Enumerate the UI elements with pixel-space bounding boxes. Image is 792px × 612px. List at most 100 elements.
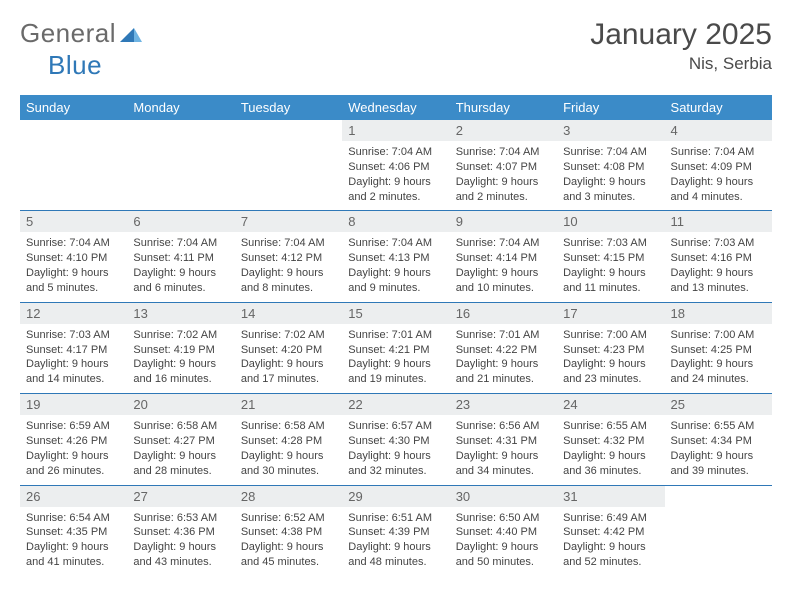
day-number: 13 xyxy=(127,303,234,324)
calendar-day: 9Sunrise: 7:04 AMSunset: 4:14 PMDaylight… xyxy=(450,211,557,302)
day-number: 26 xyxy=(20,486,127,507)
calendar-day: 17Sunrise: 7:00 AMSunset: 4:23 PMDayligh… xyxy=(557,302,664,393)
day-info: Sunrise: 6:58 AMSunset: 4:28 PMDaylight:… xyxy=(235,415,342,484)
calendar-day: 1Sunrise: 7:04 AMSunset: 4:06 PMDaylight… xyxy=(342,120,449,211)
brand-word2: Blue xyxy=(48,50,102,81)
day-number: 18 xyxy=(665,303,772,324)
calendar-day: 10Sunrise: 7:03 AMSunset: 4:15 PMDayligh… xyxy=(557,211,664,302)
day-info: Sunrise: 6:58 AMSunset: 4:27 PMDaylight:… xyxy=(127,415,234,484)
calendar-day: 3Sunrise: 7:04 AMSunset: 4:08 PMDaylight… xyxy=(557,120,664,211)
calendar-day: .. xyxy=(127,120,234,211)
calendar-day: 15Sunrise: 7:01 AMSunset: 4:21 PMDayligh… xyxy=(342,302,449,393)
day-number: 29 xyxy=(342,486,449,507)
day-info: Sunrise: 7:02 AMSunset: 4:20 PMDaylight:… xyxy=(235,324,342,393)
day-info: Sunrise: 6:49 AMSunset: 4:42 PMDaylight:… xyxy=(557,507,664,576)
day-info: Sunrise: 7:03 AMSunset: 4:16 PMDaylight:… xyxy=(665,232,772,301)
day-number: 1 xyxy=(342,120,449,141)
day-info: Sunrise: 6:50 AMSunset: 4:40 PMDaylight:… xyxy=(450,507,557,576)
calendar-day: 24Sunrise: 6:55 AMSunset: 4:32 PMDayligh… xyxy=(557,394,664,485)
day-info: Sunrise: 7:04 AMSunset: 4:06 PMDaylight:… xyxy=(342,141,449,210)
day-number: 9 xyxy=(450,211,557,232)
weekday-header: Saturday xyxy=(665,95,772,120)
day-info: Sunrise: 7:04 AMSunset: 4:10 PMDaylight:… xyxy=(20,232,127,301)
day-number: 17 xyxy=(557,303,664,324)
day-info: Sunrise: 6:59 AMSunset: 4:26 PMDaylight:… xyxy=(20,415,127,484)
day-number: 21 xyxy=(235,394,342,415)
calendar-head: SundayMondayTuesdayWednesdayThursdayFrid… xyxy=(20,95,772,120)
brand-logo: General xyxy=(20,18,142,49)
day-info: Sunrise: 7:04 AMSunset: 4:07 PMDaylight:… xyxy=(450,141,557,210)
brand-mark-icon xyxy=(120,18,142,49)
day-info: Sunrise: 6:56 AMSunset: 4:31 PMDaylight:… xyxy=(450,415,557,484)
day-info: Sunrise: 6:54 AMSunset: 4:35 PMDaylight:… xyxy=(20,507,127,576)
calendar-day: 14Sunrise: 7:02 AMSunset: 4:20 PMDayligh… xyxy=(235,302,342,393)
day-number: 20 xyxy=(127,394,234,415)
day-info: Sunrise: 7:00 AMSunset: 4:23 PMDaylight:… xyxy=(557,324,664,393)
day-number: 11 xyxy=(665,211,772,232)
calendar-day: 16Sunrise: 7:01 AMSunset: 4:22 PMDayligh… xyxy=(450,302,557,393)
calendar-day: 23Sunrise: 6:56 AMSunset: 4:31 PMDayligh… xyxy=(450,394,557,485)
day-info: Sunrise: 6:52 AMSunset: 4:38 PMDaylight:… xyxy=(235,507,342,576)
day-number: 3 xyxy=(557,120,664,141)
day-number: 12 xyxy=(20,303,127,324)
calendar-day: 2Sunrise: 7:04 AMSunset: 4:07 PMDaylight… xyxy=(450,120,557,211)
calendar-day: 31Sunrise: 6:49 AMSunset: 4:42 PMDayligh… xyxy=(557,485,664,576)
calendar-day: 5Sunrise: 7:04 AMSunset: 4:10 PMDaylight… xyxy=(20,211,127,302)
day-number: 30 xyxy=(450,486,557,507)
day-number: 15 xyxy=(342,303,449,324)
day-number: 4 xyxy=(665,120,772,141)
calendar-day: 11Sunrise: 7:03 AMSunset: 4:16 PMDayligh… xyxy=(665,211,772,302)
day-info: Sunrise: 7:04 AMSunset: 4:13 PMDaylight:… xyxy=(342,232,449,301)
day-number: 27 xyxy=(127,486,234,507)
calendar-day: 30Sunrise: 6:50 AMSunset: 4:40 PMDayligh… xyxy=(450,485,557,576)
weekday-header: Wednesday xyxy=(342,95,449,120)
day-number: 10 xyxy=(557,211,664,232)
calendar-day: 20Sunrise: 6:58 AMSunset: 4:27 PMDayligh… xyxy=(127,394,234,485)
day-info: Sunrise: 7:01 AMSunset: 4:22 PMDaylight:… xyxy=(450,324,557,393)
day-number: 8 xyxy=(342,211,449,232)
calendar-day: 29Sunrise: 6:51 AMSunset: 4:39 PMDayligh… xyxy=(342,485,449,576)
calendar-body: ......1Sunrise: 7:04 AMSunset: 4:06 PMDa… xyxy=(20,120,772,576)
calendar-day: 7Sunrise: 7:04 AMSunset: 4:12 PMDaylight… xyxy=(235,211,342,302)
day-info: Sunrise: 7:04 AMSunset: 4:11 PMDaylight:… xyxy=(127,232,234,301)
calendar-week: 26Sunrise: 6:54 AMSunset: 4:35 PMDayligh… xyxy=(20,485,772,576)
calendar-day: 26Sunrise: 6:54 AMSunset: 4:35 PMDayligh… xyxy=(20,485,127,576)
calendar-day: 21Sunrise: 6:58 AMSunset: 4:28 PMDayligh… xyxy=(235,394,342,485)
day-number: 16 xyxy=(450,303,557,324)
day-number: 2 xyxy=(450,120,557,141)
day-number: 14 xyxy=(235,303,342,324)
calendar-day: 8Sunrise: 7:04 AMSunset: 4:13 PMDaylight… xyxy=(342,211,449,302)
month-title: January 2025 xyxy=(590,18,772,52)
calendar-day: 6Sunrise: 7:04 AMSunset: 4:11 PMDaylight… xyxy=(127,211,234,302)
day-info: Sunrise: 7:03 AMSunset: 4:15 PMDaylight:… xyxy=(557,232,664,301)
day-info: Sunrise: 7:02 AMSunset: 4:19 PMDaylight:… xyxy=(127,324,234,393)
day-info: Sunrise: 6:51 AMSunset: 4:39 PMDaylight:… xyxy=(342,507,449,576)
day-info: Sunrise: 7:04 AMSunset: 4:09 PMDaylight:… xyxy=(665,141,772,210)
day-number: 23 xyxy=(450,394,557,415)
weekday-header: Monday xyxy=(127,95,234,120)
day-number: 7 xyxy=(235,211,342,232)
weekday-header: Friday xyxy=(557,95,664,120)
calendar-week: 19Sunrise: 6:59 AMSunset: 4:26 PMDayligh… xyxy=(20,394,772,485)
day-number: 22 xyxy=(342,394,449,415)
calendar-day: .. xyxy=(235,120,342,211)
calendar-day: 12Sunrise: 7:03 AMSunset: 4:17 PMDayligh… xyxy=(20,302,127,393)
weekday-header: Sunday xyxy=(20,95,127,120)
day-info: Sunrise: 7:04 AMSunset: 4:12 PMDaylight:… xyxy=(235,232,342,301)
calendar-day: 27Sunrise: 6:53 AMSunset: 4:36 PMDayligh… xyxy=(127,485,234,576)
day-number: 19 xyxy=(20,394,127,415)
weekday-header: Thursday xyxy=(450,95,557,120)
day-number: 28 xyxy=(235,486,342,507)
calendar-day: .. xyxy=(20,120,127,211)
calendar-day: 13Sunrise: 7:02 AMSunset: 4:19 PMDayligh… xyxy=(127,302,234,393)
day-info: Sunrise: 7:00 AMSunset: 4:25 PMDaylight:… xyxy=(665,324,772,393)
day-info: Sunrise: 7:01 AMSunset: 4:21 PMDaylight:… xyxy=(342,324,449,393)
day-number: 5 xyxy=(20,211,127,232)
day-info: Sunrise: 7:04 AMSunset: 4:08 PMDaylight:… xyxy=(557,141,664,210)
calendar-day: 28Sunrise: 6:52 AMSunset: 4:38 PMDayligh… xyxy=(235,485,342,576)
day-info: Sunrise: 7:04 AMSunset: 4:14 PMDaylight:… xyxy=(450,232,557,301)
brand-word1: General xyxy=(20,18,116,49)
calendar-week: 12Sunrise: 7:03 AMSunset: 4:17 PMDayligh… xyxy=(20,302,772,393)
day-number: 25 xyxy=(665,394,772,415)
calendar-day: 18Sunrise: 7:00 AMSunset: 4:25 PMDayligh… xyxy=(665,302,772,393)
